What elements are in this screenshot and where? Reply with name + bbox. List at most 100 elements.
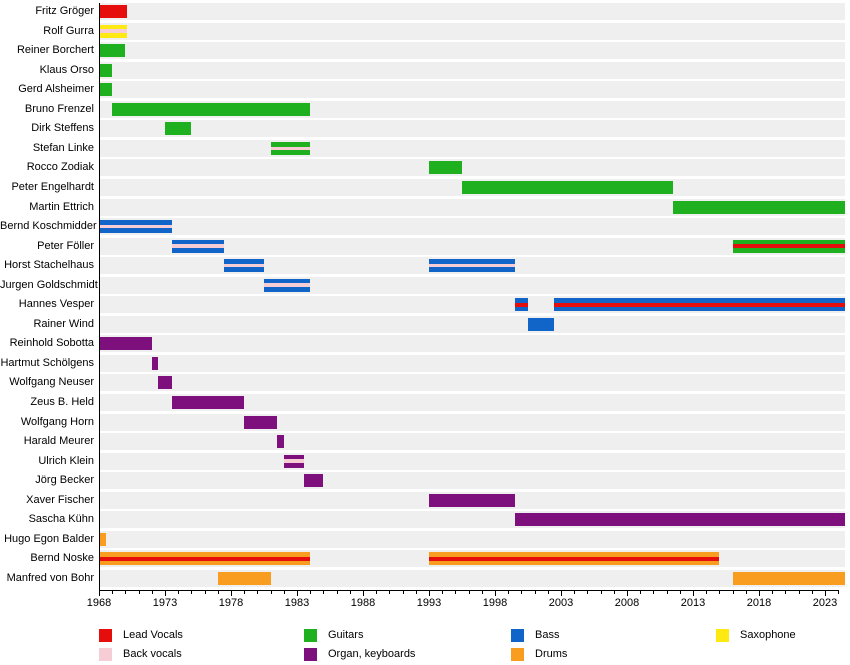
axis-tick-label: 2013 (680, 597, 706, 609)
axis-major-tick (759, 590, 760, 596)
axis-minor-tick (666, 590, 668, 594)
axis-tick-label: 2008 (614, 597, 640, 609)
axis-major-tick (165, 590, 166, 596)
member-label: Dirk Steffens (31, 122, 94, 135)
timeline-row-band (100, 276, 845, 294)
timeline-row-band (100, 139, 845, 157)
axis-tick-label: 1973 (152, 597, 178, 609)
legend-swatch-guitars (304, 629, 317, 642)
legend-label-saxophone: Saxophone (740, 629, 796, 641)
member-label: Sascha Kühn (28, 513, 94, 526)
member-label: Reinhold Sobotta (9, 337, 94, 350)
member-label: Bernd Koschmidder (0, 220, 97, 233)
legend-label-keyboards: Organ, keyboards (328, 648, 416, 660)
axis-minor-tick (402, 590, 404, 594)
member-label: Klaus Orso (39, 63, 94, 76)
axis-major-tick (825, 590, 826, 596)
timeline-bar-guitars (462, 180, 674, 194)
timeline-row-band (100, 42, 845, 60)
timeline-bar-bass (514, 298, 528, 312)
y-axis-line (99, 3, 100, 590)
axis-minor-tick (574, 590, 576, 594)
axis-minor-tick (310, 590, 312, 594)
member-label: Bernd Noske (30, 552, 94, 565)
timeline-bar-keyboards (277, 435, 284, 449)
timeline-bar-keyboards (151, 356, 159, 370)
axis-major-tick (561, 590, 562, 596)
axis-minor-tick (798, 590, 800, 594)
timeline-row-band (100, 335, 845, 353)
axis-tick-label: 1998 (482, 597, 508, 609)
axis-minor-tick (719, 590, 721, 594)
timeline-bar-stripe-lead_vocals (554, 303, 845, 307)
member-label: Jurgen Goldschmidt (0, 278, 98, 291)
legend-swatch-keyboards (304, 648, 317, 661)
axis-minor-tick (534, 590, 536, 594)
axis-minor-tick (521, 590, 523, 594)
legend-swatch-drums (511, 648, 524, 661)
axis-minor-tick (389, 590, 391, 594)
axis-major-tick (297, 590, 298, 596)
axis-major-tick (99, 590, 100, 596)
member-label: Wolfgang Neuser (9, 376, 94, 389)
timeline-row-band (100, 22, 845, 40)
axis-minor-tick (151, 590, 153, 594)
axis-minor-tick (415, 590, 417, 594)
axis-minor-tick (178, 590, 180, 594)
timeline-bar-keyboards (303, 474, 324, 488)
timeline-bar-stripe-back_vocals (270, 146, 311, 151)
timeline-bar-keyboards (283, 454, 304, 468)
member-label: Jörg Becker (35, 474, 94, 487)
timeline-bar-guitars (732, 239, 845, 253)
timeline-row-band (100, 452, 845, 470)
timeline-bar-bass (99, 220, 172, 234)
timeline-bar-stripe-back_vocals (429, 263, 515, 268)
axis-minor-tick (442, 590, 444, 594)
axis-tick-label: 1983 (284, 597, 310, 609)
axis-minor-tick (679, 590, 681, 594)
timeline-bar-keyboards (158, 376, 172, 390)
axis-tick-label: 2018 (746, 597, 772, 609)
axis-minor-tick (138, 590, 140, 594)
axis-major-tick (231, 590, 232, 596)
timeline-bar-keyboards (429, 493, 515, 507)
axis-minor-tick (653, 590, 655, 594)
axis-minor-tick (468, 590, 470, 594)
timeline-row-band (100, 374, 845, 392)
axis-major-tick (363, 590, 364, 596)
axis-minor-tick (270, 590, 272, 594)
member-label: Fritz Gröger (35, 5, 94, 17)
axis-minor-tick (587, 590, 589, 594)
legend-label-lead_vocals: Lead Vocals (123, 629, 183, 641)
member-label: Stefan Linke (32, 141, 94, 154)
member-label: Gerd Alsheimer (18, 83, 94, 96)
timeline-bar-stripe-back_vocals (283, 459, 304, 463)
member-label: Rocco Zodiak (26, 161, 94, 174)
member-label: Peter Engelhardt (11, 180, 94, 193)
axis-minor-tick (323, 590, 325, 594)
member-label: Harald Meurer (23, 435, 94, 448)
timeline-bar-keyboards (244, 415, 278, 429)
legend-swatch-lead_vocals (99, 629, 112, 642)
timeline-row-band (100, 120, 845, 138)
timeline-bar-stripe-lead_vocals (732, 244, 845, 248)
axis-minor-tick (204, 590, 206, 594)
timeline-row-band (100, 237, 845, 255)
timeline-bar-drums (99, 532, 106, 546)
legend-swatch-bass (511, 629, 524, 642)
axis-minor-tick (613, 590, 615, 594)
timeline-bar-bass (429, 259, 515, 273)
timeline-row-band (100, 61, 845, 79)
axis-major-tick (495, 590, 496, 596)
axis-tick-label: 1968 (86, 597, 112, 609)
legend-swatch-saxophone (716, 629, 729, 642)
axis-minor-tick (547, 590, 549, 594)
member-label: Hannes Vesper (18, 298, 94, 311)
member-label: Manfred von Bohr (6, 571, 94, 584)
timeline-bar-lead_vocals (99, 5, 127, 18)
timeline-bar-saxophone (99, 24, 127, 38)
axis-minor-tick (838, 590, 840, 594)
timeline-bar-drums (429, 552, 720, 566)
timeline-bar-stripe-back_vocals (99, 224, 172, 229)
timeline-bar-stripe-lead_vocals (429, 557, 720, 561)
